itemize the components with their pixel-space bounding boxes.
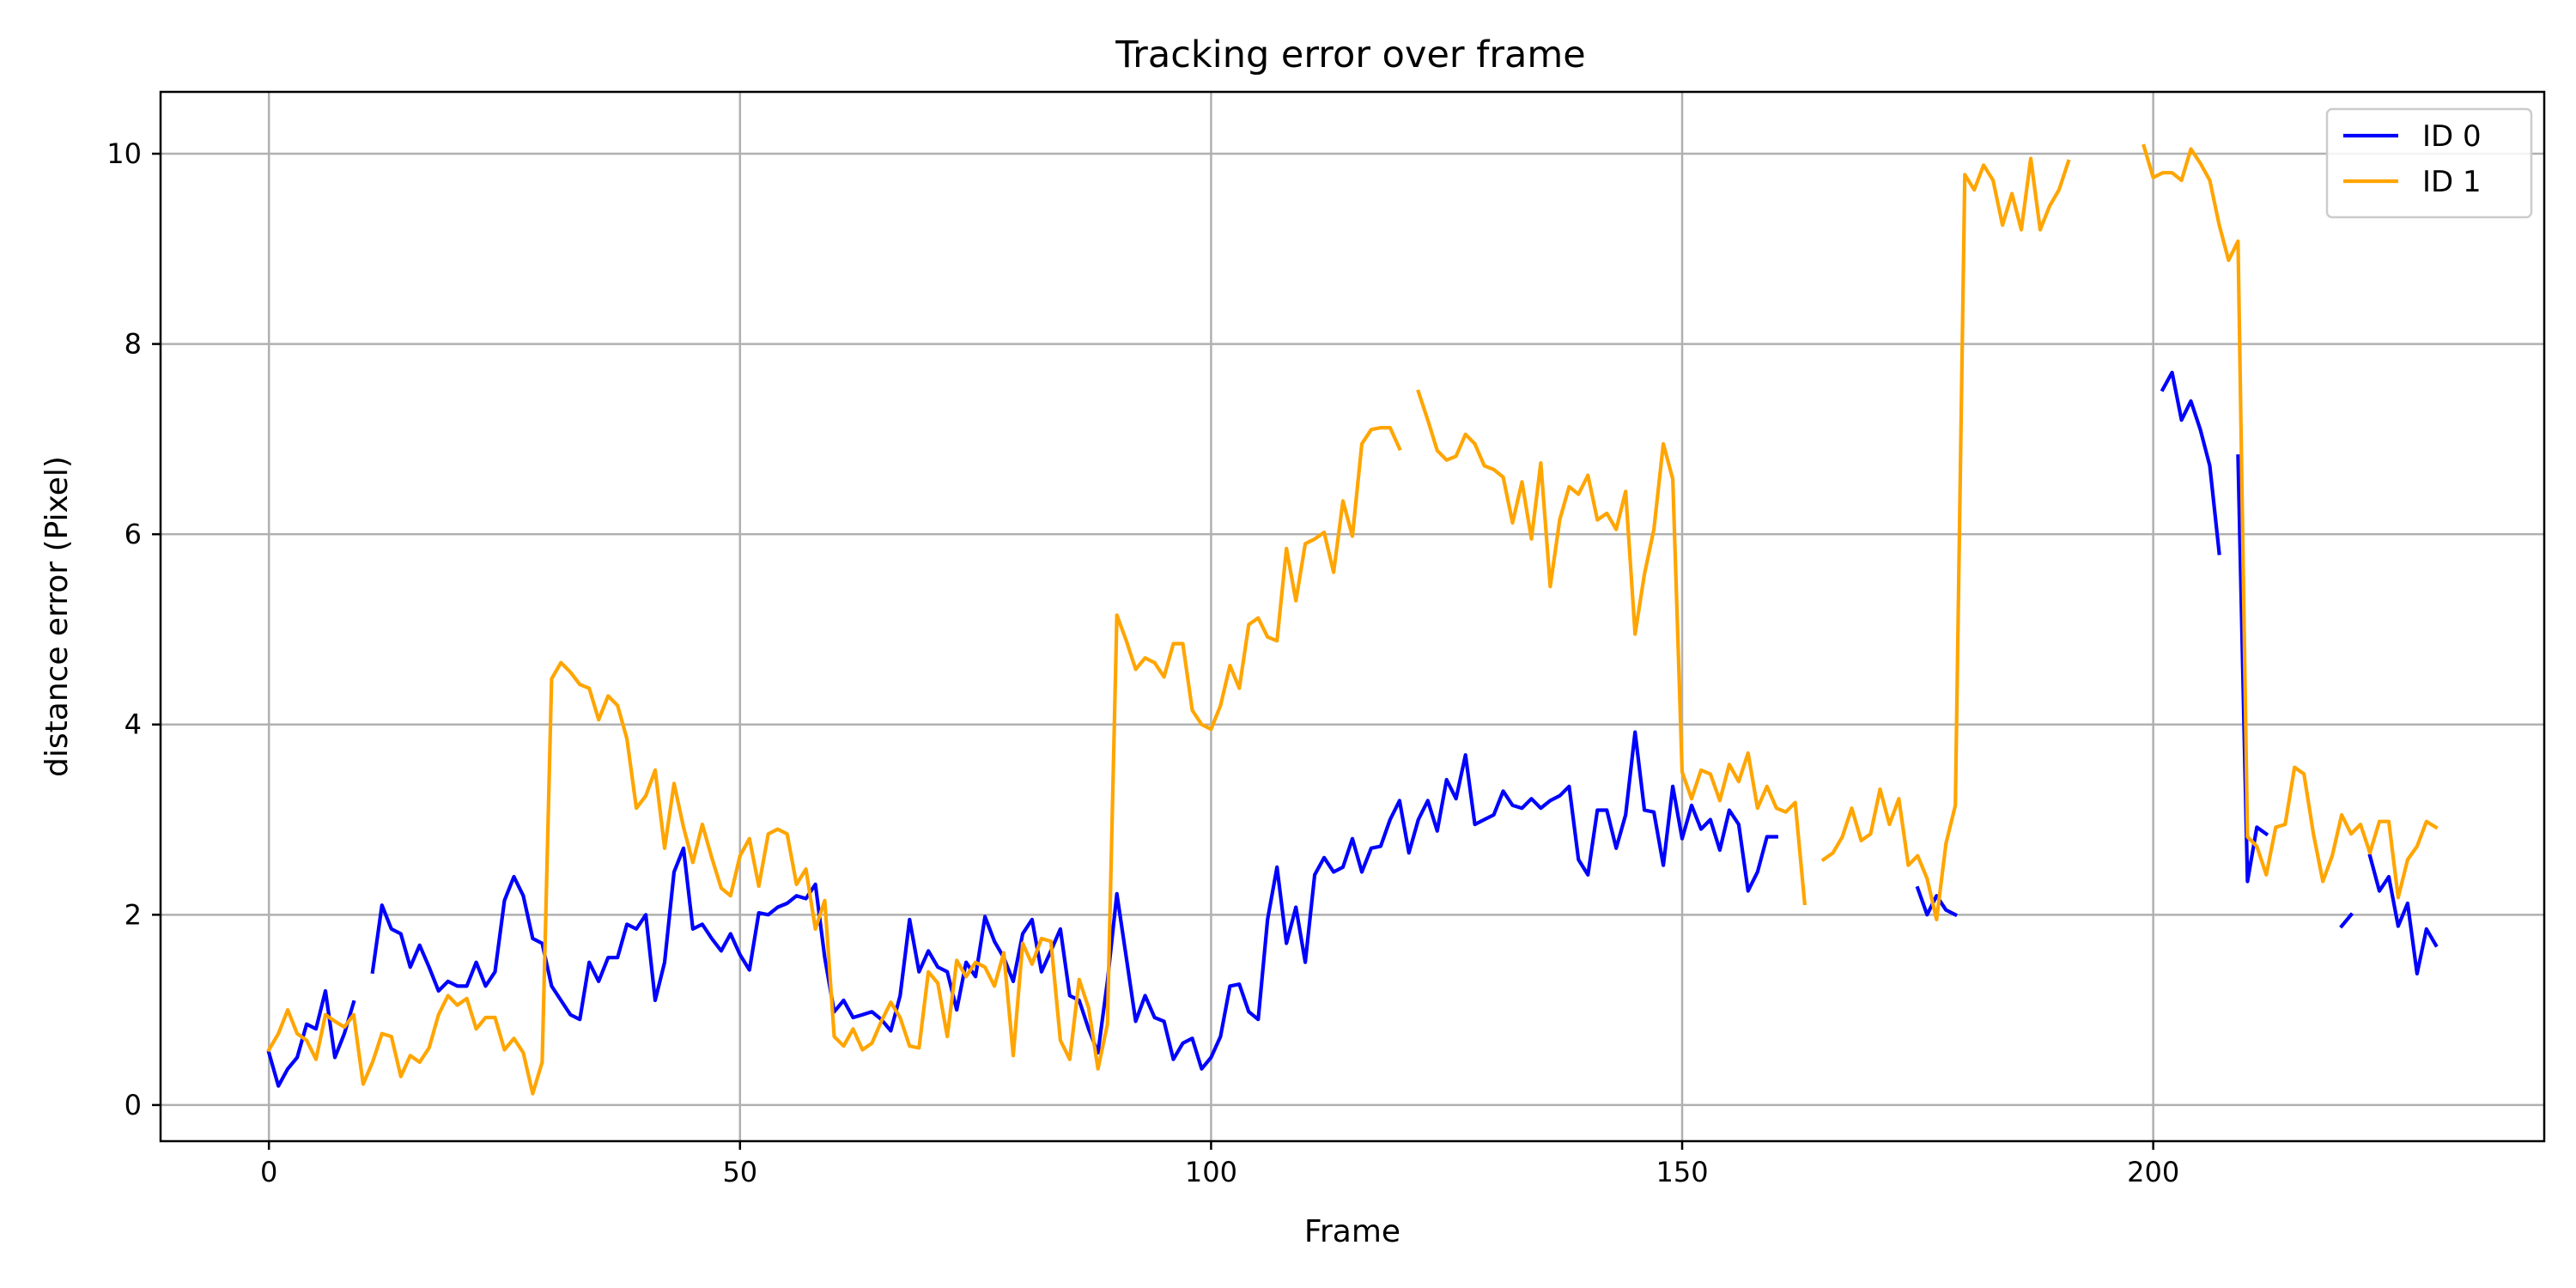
legend: ID 0 ID 1 bbox=[2325, 107, 2533, 219]
x-axis-label: Frame bbox=[1304, 1214, 1400, 1249]
y-tick-label: 8 bbox=[125, 328, 142, 361]
series-layer bbox=[266, 143, 2439, 1096]
x-tick-label: 0 bbox=[260, 1156, 277, 1188]
series-line-segment bbox=[2160, 370, 2221, 556]
series-line-segment bbox=[370, 730, 1778, 1071]
series-line-segment bbox=[2236, 454, 2269, 884]
series-line-segment bbox=[2142, 143, 2439, 900]
legend-label: ID 0 bbox=[2422, 119, 2482, 154]
plot-frame bbox=[159, 90, 2546, 1143]
series-id-1 bbox=[266, 143, 2439, 1096]
y-tick-label: 4 bbox=[125, 708, 142, 741]
y-tick-label: 2 bbox=[125, 898, 142, 931]
chart-title: Tracking error over frame bbox=[1115, 33, 1586, 76]
x-tick-label: 100 bbox=[1185, 1156, 1237, 1188]
series-line-segment bbox=[1915, 885, 1959, 918]
series-line-segment bbox=[1820, 156, 2071, 922]
series-line-segment bbox=[1416, 389, 1807, 906]
grid bbox=[161, 92, 2544, 1141]
x-tick-label: 150 bbox=[1656, 1156, 1708, 1188]
x-tick-label: 50 bbox=[722, 1156, 757, 1188]
y-tick-label: 6 bbox=[125, 518, 142, 550]
series-id-0 bbox=[266, 370, 2439, 1088]
series-line-segment bbox=[266, 426, 1402, 1096]
series-line-segment bbox=[266, 988, 356, 1088]
y-tick-label: 10 bbox=[106, 137, 142, 170]
series-line-segment bbox=[2367, 854, 2439, 976]
series-line-segment bbox=[2339, 912, 2354, 929]
x-tick-label: 200 bbox=[2127, 1156, 2179, 1188]
y-axis-label: distance error (Pixel) bbox=[39, 456, 75, 777]
axis-ticks: 0 50 100 150 200 0 2 4 6 8 10 bbox=[106, 137, 2179, 1188]
legend-label: ID 1 bbox=[2422, 165, 2482, 199]
y-tick-label: 0 bbox=[125, 1089, 142, 1121]
